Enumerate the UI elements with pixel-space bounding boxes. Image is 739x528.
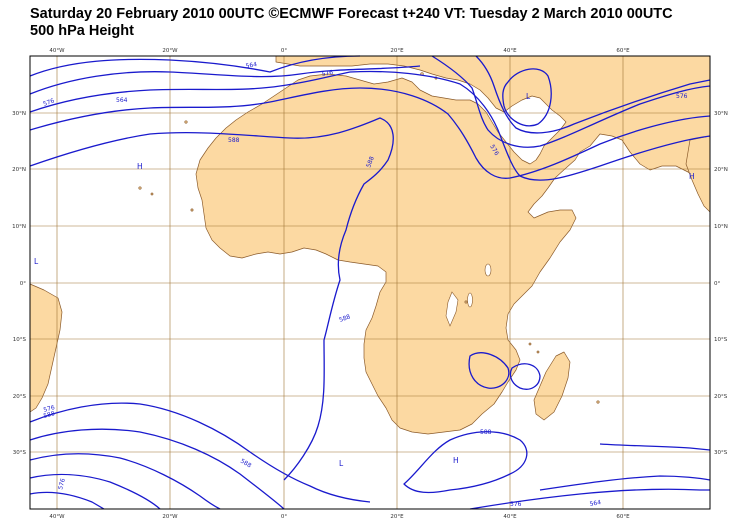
- lat-label: 20°S: [714, 394, 728, 400]
- lon-label: 0°: [281, 514, 287, 520]
- contour-north-2: [29, 65, 421, 95]
- madagascar-land: [533, 351, 571, 421]
- lat-label: 30°N: [12, 111, 26, 117]
- lon-labels-bottom: 40°W 20°W 0° 20°E 40°E 60°E: [49, 514, 630, 520]
- africa-eurasia-land: [195, 55, 711, 435]
- contour-south-1: [29, 402, 371, 503]
- height-contours: [29, 55, 711, 510]
- map-header: Saturday 20 February 2010 00UTC ©ECMWF F…: [30, 6, 673, 40]
- high-center-label: H: [453, 456, 459, 465]
- contour-south-3: [29, 453, 221, 510]
- lon-label: 0°: [281, 48, 287, 54]
- lon-label: 20°E: [390, 514, 404, 520]
- contour-south-5: [29, 491, 105, 510]
- contour-label: 576: [510, 501, 522, 508]
- contour-label: 576: [676, 93, 688, 100]
- map-title: Saturday 20 February 2010 00UTC ©ECMWF F…: [30, 6, 673, 22]
- lon-label: 40°W: [49, 514, 65, 520]
- south-america-land: [29, 283, 63, 413]
- contour-north-5: [29, 117, 394, 481]
- contour-north-4: [29, 87, 711, 179]
- contour-high-south: [403, 431, 528, 494]
- contour-south-east-1: [599, 443, 711, 451]
- lat-label: 10°N: [714, 224, 728, 230]
- contour-label: 588: [338, 313, 351, 324]
- contour-label: 576: [42, 97, 55, 108]
- contour-north-3: [29, 70, 711, 181]
- contour-label: 564: [116, 97, 128, 104]
- pressure-centers: L H L H L H: [34, 92, 695, 468]
- contour-south-east-2: [539, 475, 711, 491]
- contour-label: 588: [228, 137, 240, 144]
- lat-label: 0°: [20, 281, 26, 287]
- contour-south-east-3: [469, 488, 710, 510]
- contour-north-1: [29, 55, 361, 77]
- contour-label: 576: [321, 69, 334, 78]
- lakes: [445, 263, 492, 327]
- lat-label: 30°S: [13, 450, 27, 456]
- low-center-label: L: [526, 92, 531, 101]
- contour-label: 576: [57, 477, 67, 490]
- contour-labels: 564 576 588 576 564 576 576 588 588 588 …: [42, 61, 687, 508]
- contour-south-4: [29, 473, 161, 510]
- contour-label: 576: [43, 404, 56, 414]
- lon-label: 40°E: [503, 48, 517, 54]
- landmass: [29, 55, 711, 435]
- map-subtitle: 500 hPa Height: [30, 23, 134, 39]
- lat-label: 20°S: [13, 394, 27, 400]
- contour-north-7: [475, 55, 711, 134]
- lat-labels-left: 30°N 20°N 10°N 0° 10°S 20°S 30°S: [12, 111, 26, 456]
- lon-labels-top: 40°W 20°W 0° 20°E 40°E 60°E: [49, 48, 630, 54]
- lon-label: 20°W: [162, 514, 178, 520]
- lon-label: 40°W: [49, 48, 65, 54]
- lon-label: 40°E: [503, 514, 517, 520]
- map-frame: [29, 55, 711, 510]
- lat-label: 30°N: [714, 111, 728, 117]
- contour-label: 588: [239, 458, 253, 470]
- high-center-label: H: [689, 172, 695, 181]
- lat-label: 10°S: [714, 337, 728, 343]
- contour-label: 564: [589, 499, 602, 508]
- lat-labels-right: 30°N 20°N 10°N 0° 10°S 20°S 30°S: [714, 111, 728, 456]
- lon-label: 20°E: [390, 48, 404, 54]
- lon-label: 60°E: [616, 48, 630, 54]
- contour-south-2: [29, 428, 285, 510]
- contour-label: 576: [488, 144, 500, 158]
- lat-label: 10°S: [13, 337, 27, 343]
- contour-madagascar: [509, 363, 541, 390]
- lat-label: 0°: [714, 281, 720, 287]
- contour-label: 588: [480, 429, 492, 436]
- contour-label: 564: [245, 61, 258, 70]
- high-center-label: H: [137, 162, 143, 171]
- contour-north-6: [431, 55, 711, 148]
- lat-label: 20°N: [714, 167, 728, 173]
- lat-label: 10°N: [12, 224, 26, 230]
- low-center-label: L: [34, 257, 39, 266]
- graticule: [30, 56, 710, 509]
- low-center-label: L: [339, 459, 344, 468]
- lon-label: 20°W: [162, 48, 178, 54]
- contour-mozambique: [468, 352, 510, 389]
- contour-label: 588: [43, 410, 56, 420]
- lon-label: 60°E: [616, 514, 630, 520]
- lat-label: 20°N: [12, 167, 26, 173]
- contour-label: 588: [365, 155, 376, 168]
- lat-label: 30°S: [714, 450, 728, 456]
- contour-low-arabia: [502, 68, 552, 127]
